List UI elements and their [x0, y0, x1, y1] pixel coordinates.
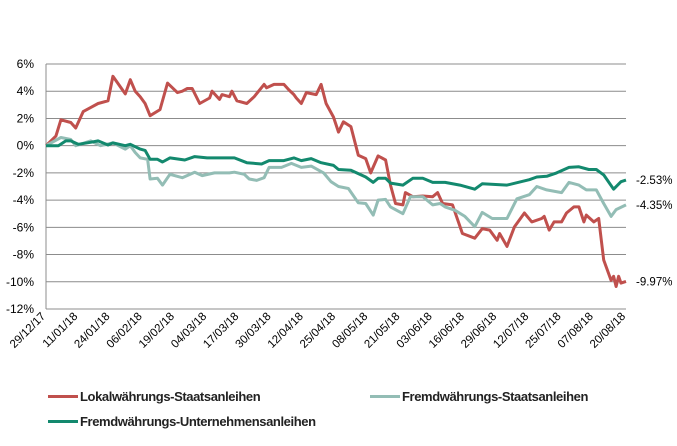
legend-item-fremdwaehrungs-staatsanleihen: Fremdwährungs-Staatsanleihen: [370, 389, 588, 404]
legend-item-lokalwaehrungs-staatsanleihen: Lokalwährungs-Staatsanleihen: [48, 389, 261, 404]
y-axis-ticks: 6% 4% 2% 0% -2% -4% -6% -8% -10% -12%: [6, 57, 34, 316]
y-tick-label: 4%: [17, 84, 35, 98]
legend-label: Fremdwährungs-Unternehmensanleihen: [80, 414, 316, 429]
y-tick-label: -10%: [6, 275, 34, 289]
end-data-label: -4.35%: [636, 200, 672, 212]
y-tick-label: -2%: [13, 166, 35, 180]
series-lines: [44, 74, 627, 288]
end-labels: -9.97% -4.35% -2.53%: [636, 175, 672, 288]
y-tick-label: 0%: [17, 139, 35, 153]
y-tick-label: 2%: [17, 111, 35, 125]
series-line: [45, 136, 627, 229]
x-axis-ticks: 29/12/1711/01/1824/01/1806/02/1819/02/18…: [8, 311, 628, 351]
x-tick-label: 20/08/18: [588, 311, 628, 351]
end-data-label: -2.53%: [636, 175, 672, 187]
end-data-label: -9.97%: [636, 276, 672, 288]
legend-item-fremdwaehrungs-unternehmensanleihen: Fremdwährungs-Unternehmensanleihen: [48, 414, 316, 429]
x-tick-label: 29/12/17: [8, 311, 48, 351]
legend-label: Fremdwährungs-Staatsanleihen: [402, 389, 589, 404]
y-tick-label: -12%: [6, 302, 34, 316]
legend-swatch: [48, 395, 78, 398]
y-tick-label: 6%: [17, 57, 35, 71]
y-tick-label: -4%: [13, 193, 35, 207]
legend-label: Lokalwährungs-Staatsanleihen: [80, 389, 261, 404]
y-tick-label: -8%: [13, 248, 35, 262]
gridlines: [45, 63, 626, 310]
y-tick-label: -6%: [13, 220, 35, 234]
legend-swatch: [370, 395, 400, 398]
series-line: [46, 139, 627, 191]
legend-swatch: [48, 420, 78, 423]
series-line: [44, 74, 627, 288]
